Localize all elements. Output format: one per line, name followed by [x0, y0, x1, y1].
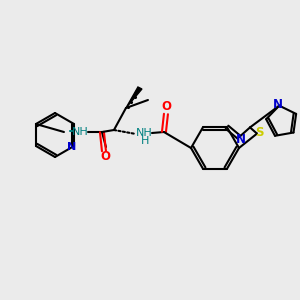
Text: N: N — [273, 98, 283, 111]
Text: N: N — [68, 142, 77, 152]
Text: NH: NH — [136, 128, 152, 138]
Text: O: O — [100, 151, 110, 164]
Text: N: N — [236, 133, 246, 146]
Text: NH: NH — [72, 127, 88, 137]
Polygon shape — [126, 87, 142, 108]
Text: S: S — [255, 126, 263, 139]
Text: H: H — [141, 136, 149, 146]
Text: O: O — [161, 100, 171, 113]
